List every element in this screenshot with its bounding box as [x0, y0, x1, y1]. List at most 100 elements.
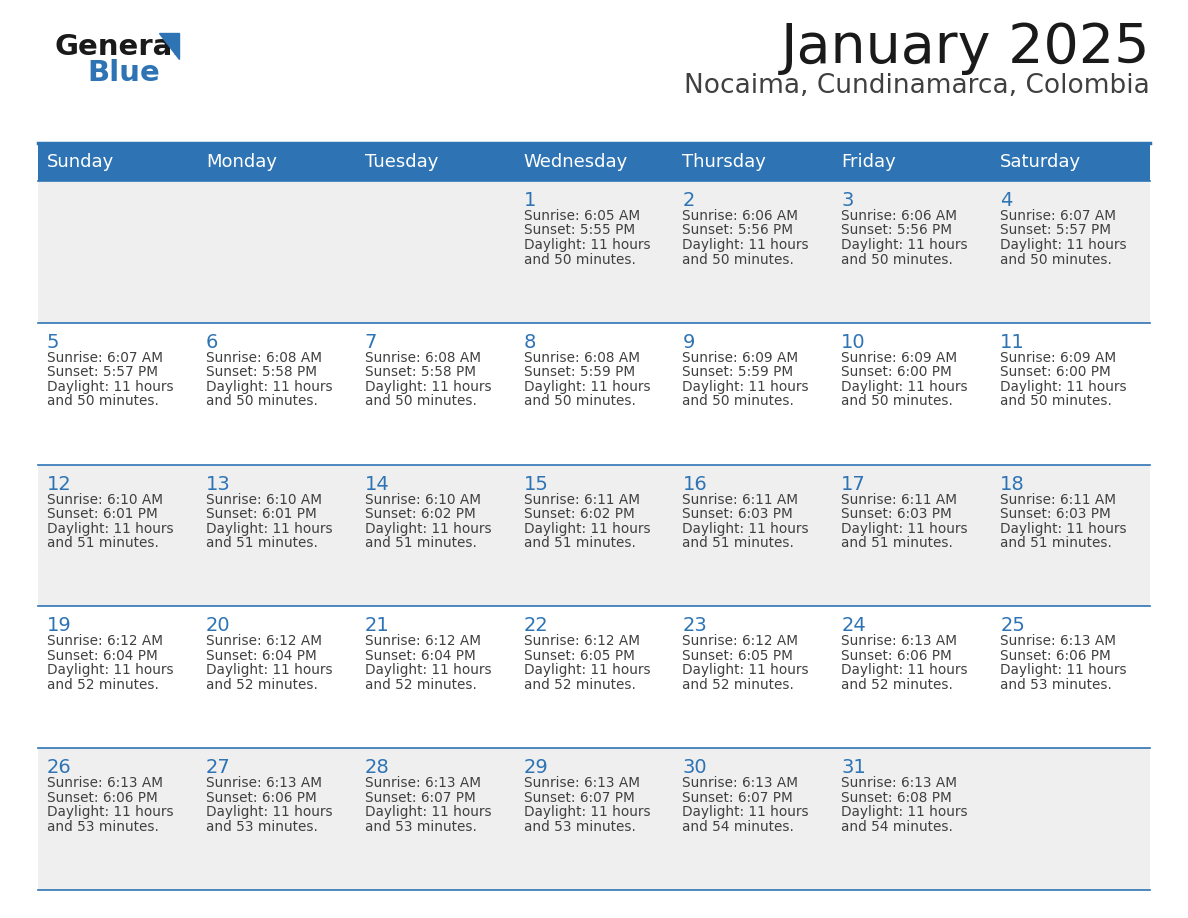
Text: Daylight: 11 hours: Daylight: 11 hours: [682, 380, 809, 394]
Text: Sunrise: 6:10 AM: Sunrise: 6:10 AM: [206, 493, 322, 507]
Text: Sunrise: 6:11 AM: Sunrise: 6:11 AM: [1000, 493, 1117, 507]
Text: Daylight: 11 hours: Daylight: 11 hours: [365, 805, 492, 819]
Text: Sunrise: 6:11 AM: Sunrise: 6:11 AM: [524, 493, 639, 507]
Text: 19: 19: [48, 616, 71, 635]
Text: Sunset: 6:02 PM: Sunset: 6:02 PM: [365, 507, 475, 521]
Text: Sunset: 6:07 PM: Sunset: 6:07 PM: [682, 790, 794, 805]
Text: Tuesday: Tuesday: [365, 153, 438, 171]
Text: and 53 minutes.: and 53 minutes.: [524, 820, 636, 834]
Text: Sunrise: 6:13 AM: Sunrise: 6:13 AM: [682, 777, 798, 790]
Text: Sunset: 5:57 PM: Sunset: 5:57 PM: [1000, 223, 1111, 238]
Text: Daylight: 11 hours: Daylight: 11 hours: [841, 238, 968, 252]
Text: 5: 5: [48, 333, 59, 352]
Text: Daylight: 11 hours: Daylight: 11 hours: [48, 805, 173, 819]
Text: and 50 minutes.: and 50 minutes.: [1000, 395, 1112, 409]
Text: Sunrise: 6:06 AM: Sunrise: 6:06 AM: [682, 209, 798, 223]
Text: Sunday: Sunday: [48, 153, 114, 171]
Text: Sunrise: 6:12 AM: Sunrise: 6:12 AM: [682, 634, 798, 648]
Text: Daylight: 11 hours: Daylight: 11 hours: [682, 238, 809, 252]
Text: and 54 minutes.: and 54 minutes.: [841, 820, 953, 834]
Text: Sunset: 6:03 PM: Sunset: 6:03 PM: [1000, 507, 1111, 521]
Text: Sunset: 6:04 PM: Sunset: 6:04 PM: [365, 649, 475, 663]
Text: Sunset: 6:03 PM: Sunset: 6:03 PM: [682, 507, 794, 521]
Text: Daylight: 11 hours: Daylight: 11 hours: [48, 664, 173, 677]
Text: Saturday: Saturday: [1000, 153, 1081, 171]
Text: and 51 minutes.: and 51 minutes.: [524, 536, 636, 550]
Text: Sunset: 6:04 PM: Sunset: 6:04 PM: [206, 649, 317, 663]
Text: Sunrise: 6:05 AM: Sunrise: 6:05 AM: [524, 209, 639, 223]
Text: Sunrise: 6:12 AM: Sunrise: 6:12 AM: [365, 634, 481, 648]
Text: Sunset: 6:01 PM: Sunset: 6:01 PM: [48, 507, 158, 521]
Text: Sunrise: 6:09 AM: Sunrise: 6:09 AM: [841, 351, 958, 364]
Text: Daylight: 11 hours: Daylight: 11 hours: [48, 521, 173, 535]
Text: and 54 minutes.: and 54 minutes.: [682, 820, 795, 834]
Text: Daylight: 11 hours: Daylight: 11 hours: [682, 521, 809, 535]
Text: 11: 11: [1000, 333, 1025, 352]
Text: Sunrise: 6:10 AM: Sunrise: 6:10 AM: [365, 493, 481, 507]
Text: and 52 minutes.: and 52 minutes.: [841, 677, 953, 692]
Text: Sunset: 6:05 PM: Sunset: 6:05 PM: [524, 649, 634, 663]
Text: and 50 minutes.: and 50 minutes.: [841, 395, 953, 409]
Text: and 53 minutes.: and 53 minutes.: [206, 820, 317, 834]
Text: Sunrise: 6:11 AM: Sunrise: 6:11 AM: [682, 493, 798, 507]
Text: 18: 18: [1000, 475, 1025, 494]
Text: Daylight: 11 hours: Daylight: 11 hours: [841, 664, 968, 677]
Text: Sunset: 6:01 PM: Sunset: 6:01 PM: [206, 507, 317, 521]
Text: Daylight: 11 hours: Daylight: 11 hours: [841, 380, 968, 394]
Text: Sunrise: 6:12 AM: Sunrise: 6:12 AM: [206, 634, 322, 648]
Text: Daylight: 11 hours: Daylight: 11 hours: [48, 380, 173, 394]
Text: Daylight: 11 hours: Daylight: 11 hours: [365, 521, 492, 535]
Text: 23: 23: [682, 616, 707, 635]
Text: Monday: Monday: [206, 153, 277, 171]
Text: and 53 minutes.: and 53 minutes.: [1000, 677, 1112, 692]
Bar: [38, 748, 1150, 890]
Text: and 50 minutes.: and 50 minutes.: [48, 395, 159, 409]
Bar: [38, 143, 1150, 181]
Text: January 2025: January 2025: [781, 21, 1150, 75]
Text: 10: 10: [841, 333, 866, 352]
Text: and 52 minutes.: and 52 minutes.: [48, 677, 159, 692]
Text: and 50 minutes.: and 50 minutes.: [1000, 252, 1112, 266]
Text: Sunset: 6:08 PM: Sunset: 6:08 PM: [841, 790, 952, 805]
Text: and 50 minutes.: and 50 minutes.: [206, 395, 317, 409]
Text: Daylight: 11 hours: Daylight: 11 hours: [206, 521, 333, 535]
Text: and 51 minutes.: and 51 minutes.: [682, 536, 795, 550]
Text: Sunrise: 6:13 AM: Sunrise: 6:13 AM: [365, 777, 481, 790]
Text: Daylight: 11 hours: Daylight: 11 hours: [365, 380, 492, 394]
Text: Daylight: 11 hours: Daylight: 11 hours: [365, 664, 492, 677]
Bar: [38, 181, 1150, 323]
Text: 26: 26: [48, 758, 71, 778]
Text: 2: 2: [682, 191, 695, 210]
Text: Sunrise: 6:11 AM: Sunrise: 6:11 AM: [841, 493, 958, 507]
Text: Sunset: 5:57 PM: Sunset: 5:57 PM: [48, 365, 158, 379]
Text: Friday: Friday: [841, 153, 896, 171]
Text: and 50 minutes.: and 50 minutes.: [841, 252, 953, 266]
Text: Sunrise: 6:07 AM: Sunrise: 6:07 AM: [1000, 209, 1117, 223]
Text: 4: 4: [1000, 191, 1012, 210]
Text: and 51 minutes.: and 51 minutes.: [206, 536, 317, 550]
Text: Sunset: 5:59 PM: Sunset: 5:59 PM: [682, 365, 794, 379]
Bar: [38, 465, 1150, 607]
Text: 29: 29: [524, 758, 549, 778]
Text: 27: 27: [206, 758, 230, 778]
Bar: [38, 323, 1150, 465]
Text: 16: 16: [682, 475, 707, 494]
Text: Sunrise: 6:06 AM: Sunrise: 6:06 AM: [841, 209, 958, 223]
Text: Sunrise: 6:13 AM: Sunrise: 6:13 AM: [48, 777, 163, 790]
Text: 7: 7: [365, 333, 377, 352]
Text: 6: 6: [206, 333, 219, 352]
Text: and 52 minutes.: and 52 minutes.: [206, 677, 317, 692]
Text: Sunset: 6:00 PM: Sunset: 6:00 PM: [1000, 365, 1111, 379]
Text: Daylight: 11 hours: Daylight: 11 hours: [524, 238, 650, 252]
Text: Sunset: 6:03 PM: Sunset: 6:03 PM: [841, 507, 952, 521]
Text: and 52 minutes.: and 52 minutes.: [365, 677, 476, 692]
Text: Sunset: 6:07 PM: Sunset: 6:07 PM: [524, 790, 634, 805]
Text: and 52 minutes.: and 52 minutes.: [524, 677, 636, 692]
Text: Daylight: 11 hours: Daylight: 11 hours: [524, 380, 650, 394]
Text: and 53 minutes.: and 53 minutes.: [365, 820, 476, 834]
Text: and 50 minutes.: and 50 minutes.: [524, 252, 636, 266]
Text: Daylight: 11 hours: Daylight: 11 hours: [682, 805, 809, 819]
Text: and 53 minutes.: and 53 minutes.: [48, 820, 159, 834]
Text: Daylight: 11 hours: Daylight: 11 hours: [1000, 238, 1126, 252]
Text: Sunset: 6:02 PM: Sunset: 6:02 PM: [524, 507, 634, 521]
